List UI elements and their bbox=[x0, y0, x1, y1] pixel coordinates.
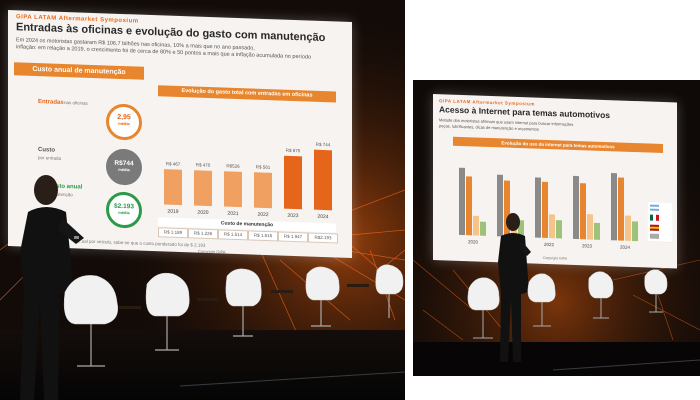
bar-top-label-2020: R$ 470 bbox=[196, 162, 211, 168]
x-tick-2022: 2022 bbox=[544, 242, 555, 247]
speaker-right bbox=[498, 213, 531, 362]
row-custo-label: Custo bbox=[38, 147, 55, 154]
row-entradas-sub: nas oficinas bbox=[64, 99, 88, 106]
x-tick-2021: 2021 bbox=[227, 211, 238, 217]
speaker-left bbox=[20, 175, 84, 400]
bar-top-label-2019: R$ 467 bbox=[166, 161, 181, 167]
x-tick-2024: 2024 bbox=[317, 214, 328, 220]
bar-2020-s1 bbox=[466, 176, 472, 236]
stage-chairs-right bbox=[467, 269, 668, 339]
bar-2022-s2 bbox=[549, 214, 555, 239]
bar-2024-s0 bbox=[611, 173, 617, 241]
bar-2024 bbox=[314, 149, 332, 211]
custo-circle: R$744 média bbox=[106, 148, 142, 186]
bar-2020 bbox=[194, 170, 212, 207]
left-panel-header: Custo anual de manutenção bbox=[14, 62, 144, 80]
bar-2024-s1 bbox=[618, 177, 624, 241]
slide-footer-note: ...ual por veículo, sabe-se que o custo … bbox=[78, 238, 206, 248]
x-tick-2023: 2023 bbox=[582, 243, 593, 248]
left-photo: GIPA LATAM Aftermarket Symposium Entrada… bbox=[0, 0, 405, 400]
right-slide-copyright: Copyright GIPA bbox=[543, 255, 568, 261]
bar-2023-s2 bbox=[587, 214, 593, 240]
x-tick-2023: 2023 bbox=[287, 213, 298, 219]
cost-cell: R$ 1.189 bbox=[158, 227, 188, 239]
bar-2020-s2 bbox=[473, 215, 479, 236]
row-entradas-label: Entradas bbox=[38, 99, 64, 106]
bar-2024-s2 bbox=[625, 215, 631, 241]
right-photo: GIPA LATAM Aftermarket Symposium Acesso … bbox=[413, 80, 700, 376]
stage-chairs-left bbox=[63, 264, 404, 367]
cost-cell: R$ 1.616 bbox=[248, 230, 278, 242]
bar-2024-s3 bbox=[632, 221, 638, 242]
right-slide: GIPA LATAM Aftermarket Symposium Acesso … bbox=[433, 94, 677, 269]
bar-2022-s1 bbox=[542, 181, 548, 239]
x-tick-2022: 2022 bbox=[257, 212, 268, 218]
bar-2021-s0 bbox=[497, 174, 503, 237]
bar-2023-s0 bbox=[573, 175, 579, 240]
bar-top-label-2023: R$ 675 bbox=[286, 148, 301, 154]
cost-cell: R$ 1.947 bbox=[278, 231, 308, 243]
bar-2022-s0 bbox=[535, 177, 541, 238]
bar-2023 bbox=[284, 155, 302, 210]
right-bar-chart: 20202021202220232024 bbox=[459, 167, 638, 250]
custo-unit: média bbox=[118, 166, 130, 173]
bar-2020-s3 bbox=[480, 221, 486, 236]
bar-2023-s1 bbox=[580, 183, 586, 240]
custo-anual-circle: $2.193 média bbox=[106, 191, 142, 229]
x-tick-2019: 2019 bbox=[167, 209, 178, 215]
cost-cell: R$ 1.226 bbox=[188, 228, 218, 240]
cost-cell: R$2.193 bbox=[308, 232, 338, 244]
left-bar-chart: R$ 467 2019 R$ 470 2020 R$526 2021 R$ 561 2022 R… bbox=[164, 142, 332, 220]
flags-legend bbox=[647, 201, 673, 243]
bar-top-label-2024: R$ 744 bbox=[316, 142, 331, 148]
bar-top-label-2022: R$ 561 bbox=[256, 164, 271, 170]
row-custo-sub: por entrada bbox=[38, 155, 62, 161]
left-slide: GIPA LATAM Aftermarket Symposium Entrada… bbox=[8, 10, 352, 259]
bar-2022-s3 bbox=[556, 220, 562, 239]
x-tick-2024: 2024 bbox=[620, 245, 631, 250]
x-tick-2020: 2020 bbox=[197, 210, 208, 216]
cost-cell: R$ 1.514 bbox=[218, 229, 248, 241]
entradas-circle: 2,95 média bbox=[106, 103, 142, 141]
bar-2020-s0 bbox=[459, 167, 465, 236]
bar-2019 bbox=[164, 169, 182, 206]
bar-top-label-2021: R$526 bbox=[226, 163, 240, 168]
x-tick-2020: 2020 bbox=[468, 239, 479, 244]
custo-anual-unit: média bbox=[118, 209, 130, 216]
bar-2023-s3 bbox=[594, 222, 600, 240]
bar-2021 bbox=[224, 171, 242, 208]
bar-2022 bbox=[254, 172, 272, 209]
entradas-unit: média bbox=[118, 120, 130, 127]
